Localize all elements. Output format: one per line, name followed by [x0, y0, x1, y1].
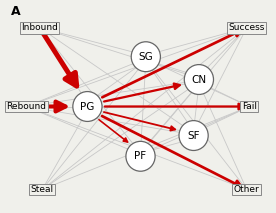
Ellipse shape — [73, 92, 102, 121]
Text: Other: Other — [234, 185, 259, 194]
Text: Rebound: Rebound — [6, 102, 46, 111]
Text: A: A — [10, 5, 20, 18]
Text: SF: SF — [187, 131, 200, 141]
Text: Fail: Fail — [242, 102, 257, 111]
Text: Inbound: Inbound — [21, 23, 58, 32]
Ellipse shape — [131, 42, 160, 72]
Ellipse shape — [179, 121, 208, 150]
Ellipse shape — [126, 141, 155, 171]
Text: PF: PF — [134, 151, 147, 161]
Text: SG: SG — [139, 52, 153, 62]
Text: CN: CN — [191, 75, 206, 85]
Ellipse shape — [184, 65, 214, 95]
Text: Success: Success — [229, 23, 265, 32]
Text: PG: PG — [80, 102, 95, 111]
Text: Steal: Steal — [31, 185, 54, 194]
